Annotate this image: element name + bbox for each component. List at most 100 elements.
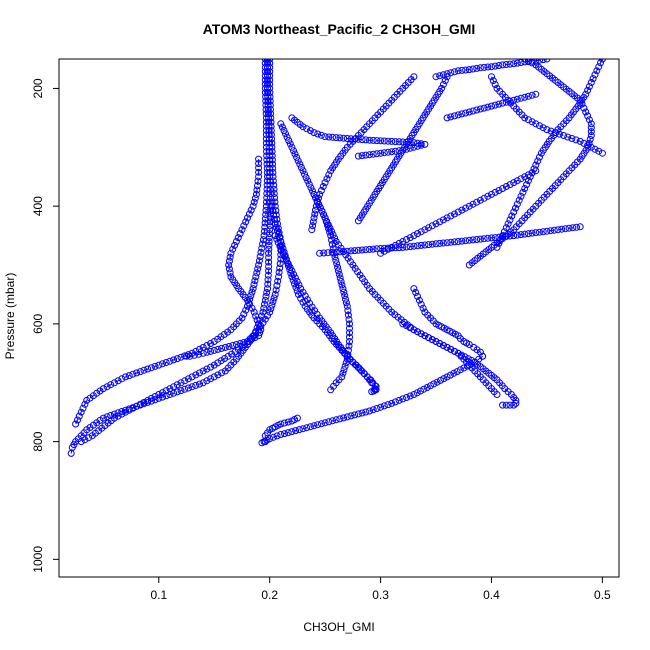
- data-point: [265, 267, 273, 275]
- data-point: [67, 449, 75, 457]
- data-point: [539, 228, 547, 236]
- data-point: [254, 182, 261, 190]
- data-point: [266, 308, 274, 316]
- data-point: [337, 278, 345, 285]
- series-13: [465, 59, 595, 269]
- data-point: [484, 63, 492, 71]
- data-point: [430, 380, 438, 388]
- data-point: [266, 72, 274, 80]
- x-tick-label: 0.2: [261, 588, 278, 602]
- data-point: [140, 398, 148, 406]
- x-axis-label: CH3OH_GMI: [303, 620, 374, 634]
- data-point: [377, 249, 385, 257]
- data-point: [495, 62, 503, 69]
- data-point: [358, 246, 366, 254]
- data-point: [321, 419, 329, 427]
- series-line: [261, 355, 483, 444]
- data-point: [427, 382, 434, 390]
- data-point: [560, 132, 568, 139]
- data-point: [125, 372, 133, 380]
- data-point: [269, 160, 276, 168]
- data-point: [184, 384, 192, 392]
- data-point: [417, 387, 424, 395]
- data-point: [262, 93, 270, 101]
- data-point: [329, 133, 336, 141]
- data-point: [77, 408, 85, 416]
- data-point: [343, 413, 351, 421]
- data-point: [227, 249, 235, 257]
- data-point: [270, 294, 278, 302]
- data-point: [532, 167, 540, 175]
- data-point: [343, 247, 351, 255]
- data-point: [221, 343, 229, 351]
- data-point: [261, 76, 269, 84]
- data-point: [469, 107, 477, 115]
- data-point: [166, 385, 174, 393]
- data-point: [203, 365, 211, 373]
- data-point: [417, 228, 425, 236]
- data-point: [488, 102, 495, 110]
- y-tick-label: 800: [31, 431, 45, 451]
- data-point: [447, 212, 455, 220]
- data-point: [403, 236, 410, 243]
- data-point: [524, 92, 532, 100]
- data-point: [255, 257, 263, 265]
- data-point: [263, 185, 271, 193]
- y-tick-label: 200: [31, 78, 45, 98]
- data-point: [543, 227, 551, 235]
- data-point: [362, 136, 370, 144]
- data-point: [263, 194, 271, 202]
- data-point: [333, 260, 341, 268]
- data-point: [343, 302, 351, 310]
- data-point: [447, 238, 455, 246]
- data-point: [267, 198, 275, 206]
- data-point: [229, 245, 237, 253]
- data-point: [517, 231, 525, 239]
- data-point: [309, 222, 317, 230]
- data-point: [166, 357, 174, 365]
- data-point: [260, 232, 268, 240]
- data-point: [327, 386, 335, 394]
- data-point: [244, 338, 251, 345]
- data-point: [186, 352, 194, 360]
- data-point: [266, 84, 274, 92]
- data-point: [107, 381, 115, 389]
- series-line: [446, 93, 536, 119]
- data-point: [515, 196, 523, 204]
- data-point: [339, 369, 347, 377]
- data-point: [249, 285, 257, 293]
- data-point: [159, 360, 166, 368]
- data-point: [147, 364, 155, 372]
- data-point: [268, 148, 276, 155]
- data-point: [345, 316, 353, 323]
- data-point: [264, 59, 271, 67]
- data-point: [451, 347, 458, 355]
- data-point: [532, 59, 540, 65]
- data-point: [399, 320, 407, 328]
- data-point: [265, 258, 273, 266]
- data-point: [248, 288, 256, 296]
- series-line: [264, 417, 298, 442]
- data-point: [413, 389, 421, 397]
- data-point: [480, 235, 488, 243]
- data-point: [369, 150, 377, 158]
- data-point: [262, 211, 270, 219]
- data-point: [263, 190, 271, 197]
- data-point: [399, 146, 407, 154]
- data-point: [456, 366, 464, 374]
- data-point: [293, 414, 301, 422]
- data-point: [252, 312, 260, 320]
- data-point: [314, 130, 322, 138]
- data-point: [266, 80, 274, 88]
- data-point: [195, 350, 203, 358]
- data-point: [214, 371, 222, 379]
- data-point: [321, 214, 329, 222]
- data-point: [244, 214, 251, 222]
- data-point: [358, 152, 366, 160]
- data-point: [310, 129, 318, 137]
- data-point: [256, 253, 264, 261]
- x-tick-label: 0.3: [372, 588, 389, 602]
- data-point: [585, 83, 593, 90]
- data-point: [74, 416, 81, 424]
- data-point: [415, 296, 423, 304]
